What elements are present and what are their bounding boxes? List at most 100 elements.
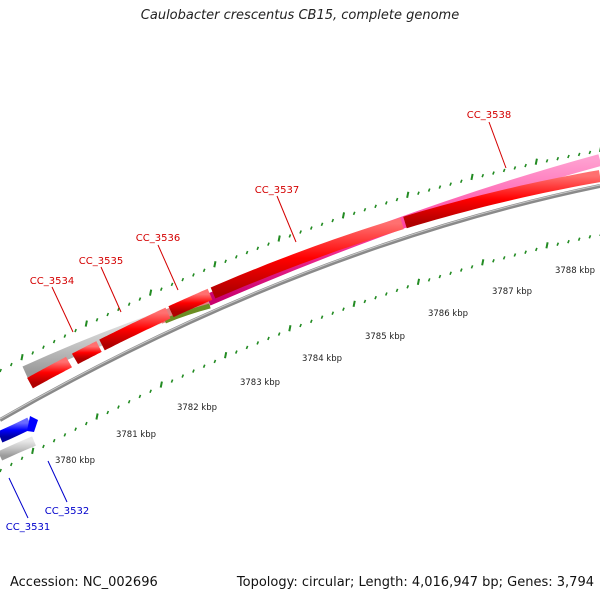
tick-mark (245, 345, 249, 350)
tick-mark (299, 323, 302, 328)
tick-mark (213, 359, 217, 364)
tick-mark (106, 312, 110, 317)
cds-forward-block[interactable] (71, 341, 102, 365)
feature-blue-arrowhead (27, 416, 38, 432)
axis-position-label: 3788 kbp (555, 266, 595, 276)
tick-mark (481, 259, 485, 266)
tick-mark (577, 237, 581, 242)
tick-mark (438, 185, 442, 189)
cds-forward-block[interactable] (403, 170, 600, 229)
gene-label-cc3534[interactable]: CC_3534 (30, 276, 74, 333)
svg-text:CC_3534: CC_3534 (30, 276, 74, 287)
tick-mark (309, 226, 313, 230)
tick-mark (470, 173, 474, 181)
tick-mark (459, 268, 463, 272)
tick-mark (588, 150, 592, 155)
tick-mark (267, 242, 270, 246)
tick-mark (84, 421, 88, 426)
tick-mark (224, 259, 227, 264)
tick-mark (159, 381, 163, 388)
svg-text:CC_3531: CC_3531 (6, 522, 50, 533)
cds-forward-block[interactable] (99, 307, 171, 351)
tick-mark (127, 399, 131, 404)
tick-mark (288, 234, 292, 238)
gene-label-cc3532[interactable]: CC_3532 (45, 460, 89, 517)
tick-mark (245, 250, 249, 255)
tick-mark (556, 156, 560, 161)
tick-mark (224, 351, 228, 359)
tick-mark (127, 302, 131, 306)
tick-mark (117, 405, 120, 409)
gene-label-cc3538[interactable]: CC_3538 (467, 110, 511, 169)
tick-mark (181, 374, 185, 378)
tick-mark (277, 332, 281, 336)
tick-mark (309, 319, 313, 324)
tick-mark (106, 410, 110, 415)
tick-mark (234, 255, 238, 259)
tick-mark (395, 288, 399, 293)
gene-label-cc3536[interactable]: CC_3536 (136, 233, 180, 291)
tick-mark (170, 379, 174, 383)
genome-backbone-highlight (0, 184, 600, 420)
cds-forward-block[interactable] (210, 217, 404, 299)
tick-mark (363, 299, 367, 304)
tick-mark (492, 259, 495, 263)
tick-mark (567, 154, 570, 159)
accession-label: Accession: NC_002696 (10, 575, 158, 590)
svg-text:CC_3538: CC_3538 (467, 110, 511, 121)
tick-mark (20, 456, 24, 461)
gene-label-cc3531[interactable]: CC_3531 (6, 477, 50, 533)
tick-mark (42, 444, 45, 449)
tick-mark (95, 413, 99, 420)
axis-labels: 3780 kbp 3781 kbp 3782 kbp 3783 kbp 3784 kbp… (55, 266, 595, 466)
tick-mark (459, 179, 463, 184)
axis-position-label: 3786 kbp (428, 309, 468, 319)
feature-blue-cc3531[interactable] (0, 417, 33, 443)
genome-summary: Topology: circular; Length: 4,016,947 bp… (236, 575, 594, 590)
tick-mark (149, 389, 152, 394)
tick-mark (277, 235, 281, 242)
axis-position-label: 3781 kbp (116, 430, 156, 440)
axis-position-label: 3787 kbp (492, 287, 532, 297)
cds-forward-block[interactable] (27, 356, 73, 389)
tick-row-outer (0, 146, 600, 373)
tick-mark (502, 256, 506, 260)
axis-position-label: 3785 kbp (365, 332, 405, 342)
axis-position-label: 3782 kbp (177, 403, 217, 413)
gene-label-cc3535[interactable]: CC_3535 (79, 256, 123, 313)
tick-mark (31, 351, 35, 355)
tick-mark (502, 168, 506, 173)
gene-label-cc3537[interactable]: CC_3537 (255, 185, 299, 243)
tick-mark (545, 242, 549, 249)
cds-forward-block[interactable] (168, 288, 213, 318)
tick-mark (524, 250, 527, 254)
feature-pink-cc3538 (205, 154, 600, 306)
axis-position-label: 3784 kbp (302, 354, 342, 364)
tick-mark (20, 354, 24, 361)
axis-position-label: 3780 kbp (55, 456, 95, 466)
tick-mark (63, 334, 67, 338)
tick-mark (331, 218, 335, 223)
tick-mark (95, 317, 99, 322)
tick-mark (427, 188, 431, 192)
feature-pink-cc3536 (164, 303, 211, 324)
tick-mark (545, 159, 549, 163)
tick-mark (363, 207, 367, 212)
tick-mark (299, 230, 302, 234)
tick-mark (481, 173, 485, 178)
tick-mark (534, 247, 538, 252)
tick-mark (181, 277, 185, 282)
tick-mark (9, 362, 13, 367)
tick-mark (449, 182, 452, 186)
tick-mark (534, 158, 538, 165)
tick-mark (449, 271, 452, 276)
tick-mark (342, 307, 345, 311)
tick-mark (384, 292, 388, 296)
tick-mark (524, 163, 527, 168)
tick-mark (138, 297, 142, 301)
tick-mark (417, 191, 420, 195)
tick-mark (416, 278, 421, 286)
feature-gray-cc3532 (0, 436, 36, 461)
svg-text:CC_3537: CC_3537 (255, 185, 299, 196)
tick-mark (0, 368, 2, 373)
